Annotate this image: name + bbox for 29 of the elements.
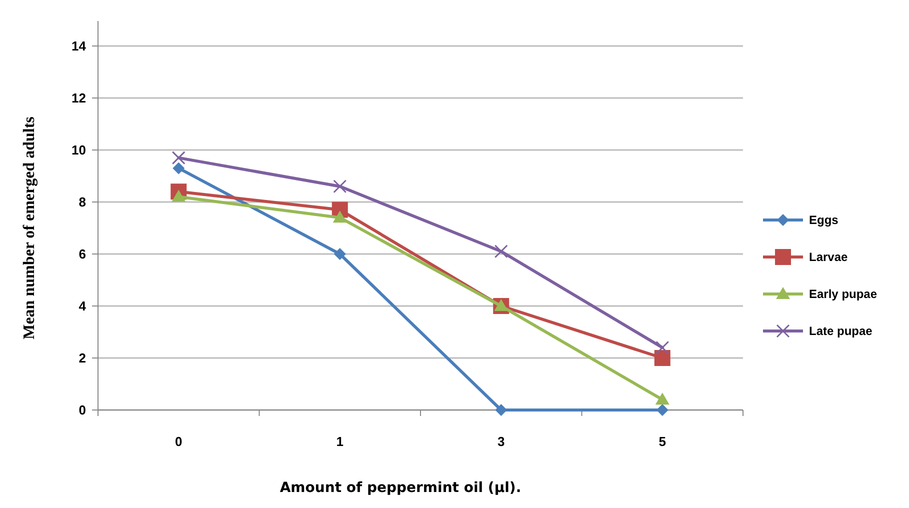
point: [172, 162, 185, 174]
x-tick-label: 3: [498, 434, 505, 449]
y-tick-label: 8: [78, 194, 86, 210]
point: [332, 210, 347, 223]
x-tick-label: 0: [175, 434, 182, 449]
y-tick-label: 14: [72, 38, 87, 54]
y-axis-title: Mean number of emerged adults: [21, 116, 38, 340]
point: [334, 248, 346, 260]
legend-label: Early pupae: [809, 287, 878, 302]
point: [494, 299, 508, 311]
legend-label: Eggs: [809, 213, 839, 228]
legend-label: Larvae: [809, 250, 848, 264]
y-tick-label: 0: [78, 402, 86, 418]
point: [172, 190, 186, 202]
y-tick-label: 2: [78, 350, 86, 366]
point: [656, 340, 670, 354]
y-tick-label: 4: [78, 298, 87, 314]
y-tick-label: 12: [72, 90, 86, 106]
x-tick-label: 1: [336, 434, 344, 449]
x-tick-label: 5: [658, 434, 666, 449]
point: [333, 180, 347, 194]
y-tick-label: 6: [78, 246, 86, 262]
point: [172, 151, 186, 165]
point: [654, 350, 670, 366]
point: [655, 392, 670, 405]
x-axis-title: Amount of peppermint oil (µl).: [280, 480, 522, 496]
point: [494, 244, 508, 258]
y-tick-label: 10: [72, 142, 86, 158]
legend-label: Late pupae: [809, 324, 873, 338]
